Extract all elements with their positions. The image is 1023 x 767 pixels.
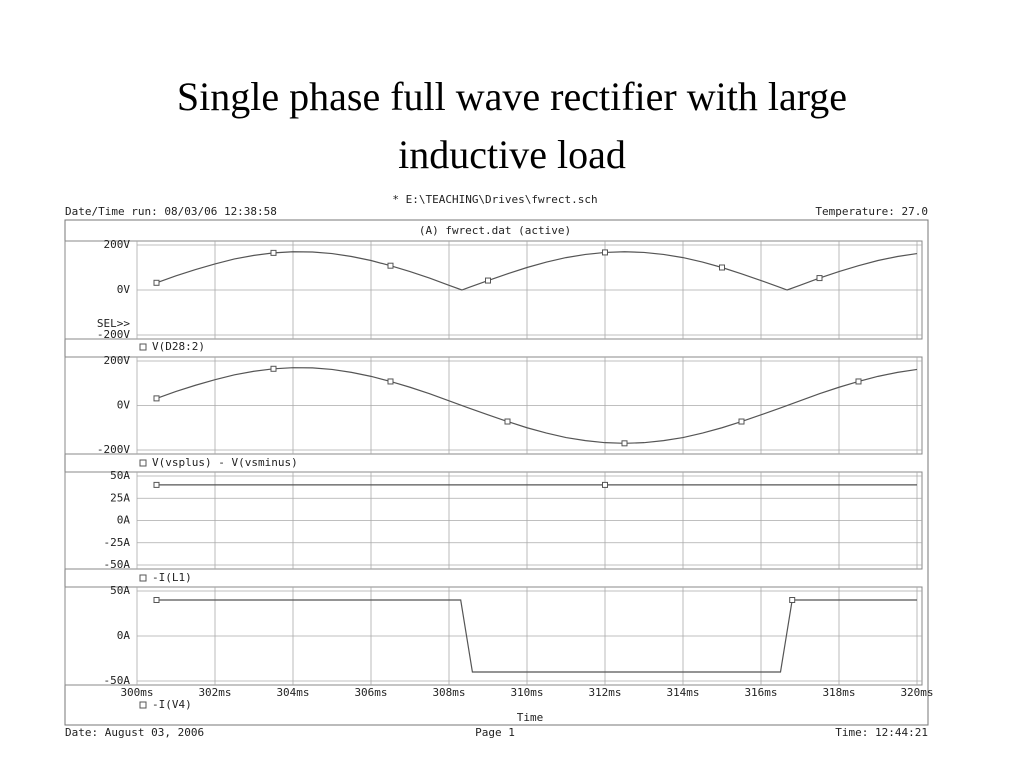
- x-tick-label: 314ms: [666, 686, 699, 699]
- trace-marker: [387, 378, 394, 385]
- legend-label: -I(L1): [152, 571, 192, 584]
- y-tick-label: 200V: [104, 238, 131, 251]
- trace-marker: [153, 481, 160, 488]
- trace: [156, 367, 918, 444]
- y-tick-label: 0V: [117, 399, 131, 412]
- y-tick-label: -200V: [97, 328, 130, 341]
- x-tick-label: 304ms: [276, 686, 309, 699]
- footer-page: Page 1: [475, 726, 515, 739]
- y-tick-label: 0V: [117, 283, 131, 296]
- trace-marker: [270, 249, 277, 256]
- slide-title: Single phase full wave rectifier with la…: [176, 74, 848, 177]
- y-tick-label: -50A: [104, 558, 131, 571]
- plot-title: (A) fwrect.dat (active): [419, 224, 571, 237]
- trace-marker: [789, 597, 796, 603]
- trace-marker: [738, 418, 745, 425]
- y-tick-label: -50A: [104, 674, 131, 687]
- legend-symbol: [139, 343, 147, 351]
- file-name: * E:\TEACHING\Drives\fwrect.sch: [392, 193, 597, 206]
- x-axis-label: Time: [517, 711, 544, 724]
- trace: [156, 251, 918, 291]
- legend-label: V(vsplus) - V(vsminus): [152, 456, 298, 469]
- legend-symbol: [139, 574, 147, 582]
- trace-marker: [855, 378, 862, 385]
- x-tick-label: 312ms: [588, 686, 621, 699]
- x-tick-label: 310ms: [510, 686, 543, 699]
- selector: SEL>>: [97, 317, 130, 330]
- trace-marker: [153, 279, 160, 286]
- y-tick-label: 0A: [117, 514, 131, 527]
- y-tick-label: 50A: [110, 584, 130, 597]
- footer-date: Date: August 03, 2006: [65, 726, 204, 739]
- x-tick-label: 302ms: [198, 686, 231, 699]
- trace-marker: [153, 597, 160, 603]
- trace-marker: [602, 249, 608, 256]
- trace: [156, 599, 917, 673]
- trace-marker: [816, 275, 823, 282]
- legend-label: -I(V4): [152, 698, 192, 711]
- y-tick-label: 50A: [110, 469, 130, 482]
- y-tick-label: 25A: [110, 491, 130, 504]
- trace-marker: [270, 365, 277, 372]
- x-tick-label: 308ms: [432, 686, 465, 699]
- trace-marker: [602, 481, 608, 488]
- legend-label: V(D28:2): [152, 340, 205, 353]
- y-tick-label: 200V: [104, 354, 131, 367]
- temperature: Temperature: 27.0: [815, 205, 928, 218]
- x-tick-label: 300ms: [120, 686, 153, 699]
- x-tick-label: 316ms: [744, 686, 777, 699]
- trace-marker: [719, 264, 725, 271]
- run-date: Date/Time run: 08/03/06 12:38:58: [65, 205, 277, 218]
- x-tick-label: 320ms: [900, 686, 933, 699]
- legend-symbol: [139, 459, 147, 467]
- trace-marker: [621, 440, 628, 447]
- trace-marker: [504, 418, 511, 425]
- x-tick-label: 318ms: [822, 686, 855, 699]
- legend-symbol: [139, 701, 147, 709]
- y-tick-label: -25A: [104, 536, 131, 549]
- trace-marker: [485, 277, 491, 284]
- y-tick-label: 0A: [117, 629, 131, 642]
- x-tick-label: 306ms: [354, 686, 387, 699]
- y-tick-label: -200V: [97, 443, 130, 456]
- trace-marker: [153, 395, 160, 402]
- footer-time: Time: 12:44:21: [835, 726, 928, 739]
- trace-marker: [387, 262, 394, 269]
